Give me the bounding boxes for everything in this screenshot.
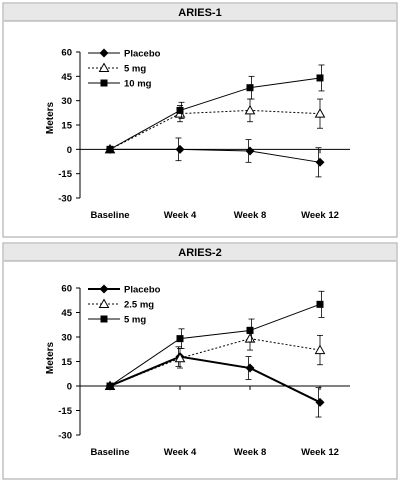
x-tick-label: Week 4	[164, 447, 197, 458]
data-point-marker	[175, 144, 185, 154]
data-point-marker	[314, 344, 326, 355]
data-point-marker	[245, 363, 255, 373]
plot-area: -30 -15 0 15 30 45 60 Baseline Week 4 Week 8 Week …	[58, 48, 350, 221]
y-tick-label: -15	[58, 406, 72, 417]
legend-label: 5 mg	[124, 64, 146, 75]
y-tick-label: 0	[67, 145, 72, 156]
y-tick-label: -30	[58, 431, 72, 442]
series-10-mg	[106, 64, 325, 153]
y-tick-label: 15	[61, 121, 72, 132]
data-point-marker	[316, 74, 324, 82]
x-tick-label: Week 4	[164, 210, 197, 221]
series-line	[109, 355, 321, 404]
legend-marker	[100, 79, 108, 87]
legend: Placebo 2.5 mg 5 mg	[88, 284, 161, 326]
data-point-marker	[106, 382, 114, 390]
x-tick-label: Week 8	[234, 210, 267, 221]
y-tick-label: 60	[61, 284, 72, 295]
panel-title-bar	[4, 4, 396, 21]
series-line	[109, 303, 321, 387]
series-line	[109, 338, 321, 387]
legend-marker	[98, 62, 110, 72]
y-tick-label: 0	[67, 382, 72, 393]
legend-label: 10 mg	[124, 79, 152, 90]
legend-marker	[100, 315, 108, 323]
legend-marker	[99, 48, 109, 58]
data-point-marker	[174, 352, 186, 363]
x-tick-label: Week 12	[301, 447, 339, 458]
data-point-marker	[176, 106, 184, 114]
y-tick-label: 30	[61, 333, 72, 344]
series-5-mg	[104, 98, 326, 154]
y-tick-label: 15	[61, 357, 72, 368]
panel-frame	[2, 2, 398, 238]
legend-label: Placebo	[124, 49, 161, 60]
y-tick-label: 45	[61, 308, 72, 319]
x-tick-label: Week 8	[234, 447, 267, 458]
series-5-mg	[106, 290, 325, 390]
legend-marker	[99, 284, 109, 294]
y-tick-label: 60	[61, 48, 72, 59]
data-point-marker	[314, 108, 326, 118]
plot-area: -30 -15 0 15 30 45 60 Baseline Week 4 Week 8 Week …	[58, 284, 350, 458]
data-point-marker	[245, 146, 255, 156]
series-line	[109, 109, 321, 150]
series-line	[110, 148, 321, 163]
y-axis-label: Meters	[45, 101, 56, 134]
legend-marker	[98, 298, 110, 308]
data-point-marker	[246, 326, 254, 334]
panel-title: ARIES-2	[178, 247, 221, 259]
data-point-marker	[315, 157, 325, 167]
legend-label: 2.5 mg	[124, 300, 154, 311]
legend: Placebo 5 mg 10 mg	[88, 48, 161, 90]
data-point-marker	[315, 397, 325, 407]
legend-label: Placebo	[124, 285, 161, 296]
y-tick-label: 30	[61, 96, 72, 107]
data-point-marker	[316, 300, 324, 308]
x-tick-label: Baseline	[90, 447, 129, 458]
panel-frame	[2, 242, 398, 480]
y-tick-label: 45	[61, 72, 72, 83]
data-point-marker	[246, 84, 254, 92]
panel-title-bar	[4, 244, 396, 261]
series-line	[109, 77, 321, 150]
series-placebo	[105, 137, 325, 178]
y-tick-label: -30	[58, 194, 72, 205]
y-axis-label: Meters	[45, 341, 56, 374]
data-point-marker	[244, 104, 256, 115]
data-point-marker	[176, 335, 184, 343]
panel-title: ARIES-1	[178, 7, 221, 19]
x-tick-label: Baseline	[90, 210, 129, 221]
y-tick-label: -15	[58, 169, 72, 180]
x-tick-label: Week 12	[301, 210, 339, 221]
data-point-marker	[106, 145, 114, 153]
panel-aries-2: ARIES-2 Meters -30 -15 0 15 30 45 60 Baseline We…	[2, 242, 398, 480]
legend-label: 5 mg	[124, 315, 146, 326]
panel-aries-1: ARIES-1 Meters -30 -15 0 15 30 45 60 Baseline We…	[2, 2, 398, 238]
